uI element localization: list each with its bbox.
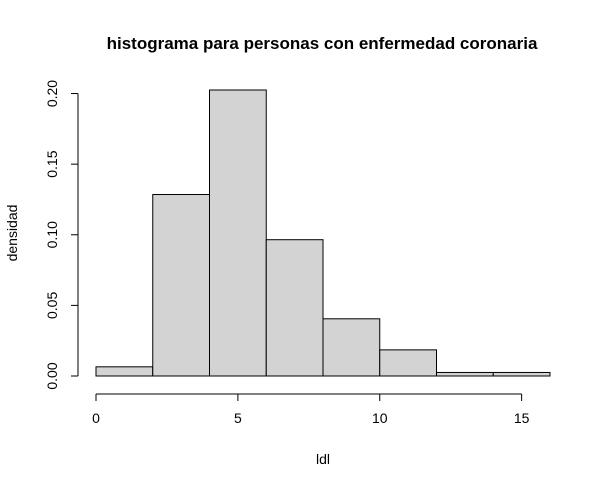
y-axis-label: densidad [4,205,20,262]
y-tick-label: 0.20 [44,80,60,107]
histogram-bar [379,349,437,377]
x-tick-label: 10 [372,410,388,426]
y-tick-label: 0.05 [44,292,60,319]
y-axis: 0.00 0.05 0.10 0.15 0.20 [44,80,79,390]
histogram-bar [265,239,324,377]
x-tick-label: 15 [514,410,530,426]
y-tick-label: 0.00 [44,362,60,389]
histogram-bar [492,371,551,377]
histogram-bar [209,89,267,377]
y-tick-label: 0.10 [44,221,60,248]
y-tick-label: 0.15 [44,150,60,177]
x-axis: 0 5 10 15 [92,393,530,426]
bars-group [95,89,551,377]
histogram-bar [152,194,210,377]
chart-title: histograma para personas con enfermedad … [107,34,538,53]
x-tick-label: 0 [92,410,100,426]
x-tick-label: 5 [234,410,242,426]
histogram-bar [322,318,381,377]
histogram-bar [436,371,494,377]
histogram-bar [95,366,154,377]
x-axis-label: ldl [316,451,330,467]
